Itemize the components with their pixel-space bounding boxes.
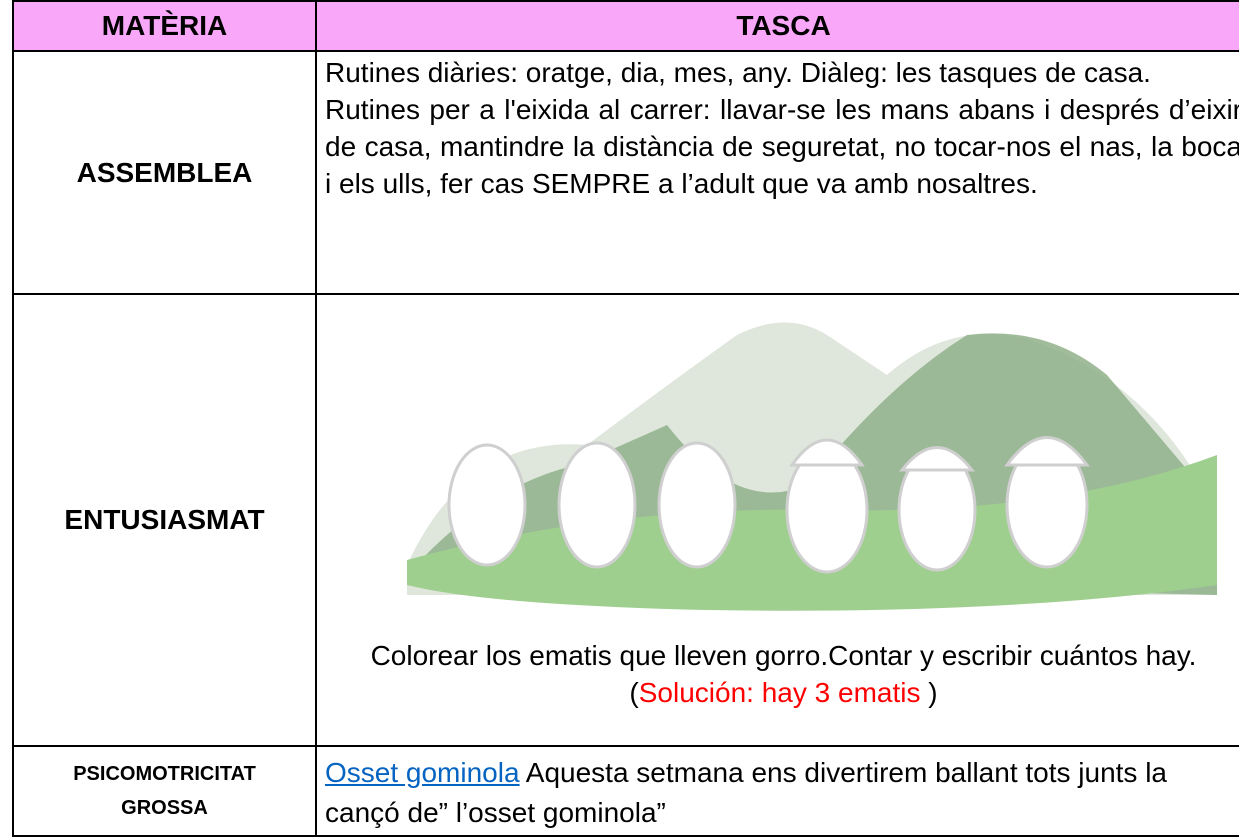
task-cell: Rutines diàries: oratge, dia, mes, any. … [315,50,1239,295]
caption-text: Colorear los ematis que lleven gorro.Con… [370,640,1197,708]
caption: Colorear los ematis que lleven gorro.Con… [325,637,1239,711]
task-cell: Osset gominola Aquesta setmana ens diver… [315,745,1239,837]
subject-cell: PSICOMOTRICITAT GROSSA [12,745,317,837]
ematis [447,436,1090,574]
paragraph: Rutines diàries: oratge, dia, mes, any. … [325,57,1151,88]
row: PSICOMOTRICITAT GROSSA Osset gominola Aq… [12,745,1239,837]
task-text: Aquesta setmana ens divertirem ballant t… [325,757,1168,828]
solution: Solución: hay 3 ematis [638,677,921,708]
row: ENTUSIASMAT Colorear los ematis que llev… [12,293,1239,747]
task-table: MATÈRIA TASCA ASSEMBLEA Rutines diàries:… [12,0,1239,837]
header-cell: TASCA [315,0,1239,52]
subject-cell: ENTUSIASMAT [12,293,317,747]
header-row: MATÈRIA TASCA [12,0,1239,52]
illustration [407,322,1217,611]
paragraph: Rutines per a l'eixida al carrer: llavar… [325,94,1239,199]
subject-cell: ASSEMBLEA [12,50,317,295]
task-cell: Colorear los ematis que lleven gorro.Con… [315,293,1239,747]
header-cell: MATÈRIA [12,0,317,52]
caption-end: ) [920,677,938,708]
link[interactable]: Osset gominola [325,757,520,788]
row: ASSEMBLEA Rutines diàries: oratge, dia, … [12,50,1239,295]
